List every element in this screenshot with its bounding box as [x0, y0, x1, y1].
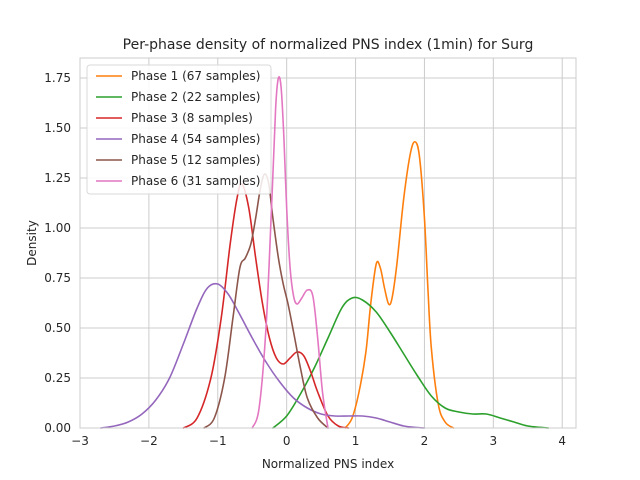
legend-label-phase-1: Phase 1 (67 samples): [131, 69, 260, 83]
x-tick-label: 3: [490, 434, 498, 448]
series-line-phase-2: [272, 296, 550, 429]
legend: Phase 1 (67 samples) Phase 2 (22 samples)…: [86, 64, 272, 195]
y-tick-label: 1.50: [44, 121, 71, 135]
x-tick-label: −2: [140, 434, 158, 448]
x-tick-label: 2: [421, 434, 429, 448]
x-tick-label: −1: [209, 434, 227, 448]
legend-label-phase-6: Phase 6 (31 samples): [131, 174, 260, 188]
y-tick-label: 1.00: [44, 221, 71, 235]
y-tick-label: 0.75: [44, 271, 71, 285]
series-line-phase-6: [251, 75, 329, 429]
x-tick-label: −3: [71, 434, 89, 448]
y-tick-label: 0.00: [44, 421, 71, 435]
series-line-phase-4: [99, 282, 426, 429]
legend-label-phase-3: Phase 3 (8 samples): [131, 111, 253, 125]
legend-box: [86, 64, 272, 195]
legend-label-phase-2: Phase 2 (22 samples): [131, 90, 260, 104]
x-axis-label: Normalized PNS index: [262, 457, 394, 471]
y-tick-label: 1.75: [44, 71, 71, 85]
grid-lines: [79, 58, 576, 429]
series-line-phase-1: [344, 140, 455, 429]
y-tick-label: 0.50: [44, 321, 71, 335]
legend-label-phase-4: Phase 4 (54 samples): [131, 132, 260, 146]
y-tick-label: 1.25: [44, 171, 71, 185]
plot-frame: [79, 57, 577, 429]
y-tick-labels: 0.00 0.25 0.50 0.75 1.00 1.25 1.50 1.75: [44, 71, 71, 435]
legend-label-phase-5: Phase 5 (12 samples): [131, 153, 260, 167]
x-tick-label: 0: [283, 434, 291, 448]
y-axis-label: Density: [25, 220, 39, 266]
series-line-phase-3: [182, 182, 350, 429]
x-tick-labels: −3 −2 −1 0 1 2 3 4: [71, 434, 566, 448]
x-tick-label: 4: [558, 434, 566, 448]
chart-title: Per-phase density of normalized PNS inde…: [123, 37, 534, 53]
y-tick-label: 0.25: [44, 371, 71, 385]
x-tick-label: 1: [352, 434, 360, 448]
